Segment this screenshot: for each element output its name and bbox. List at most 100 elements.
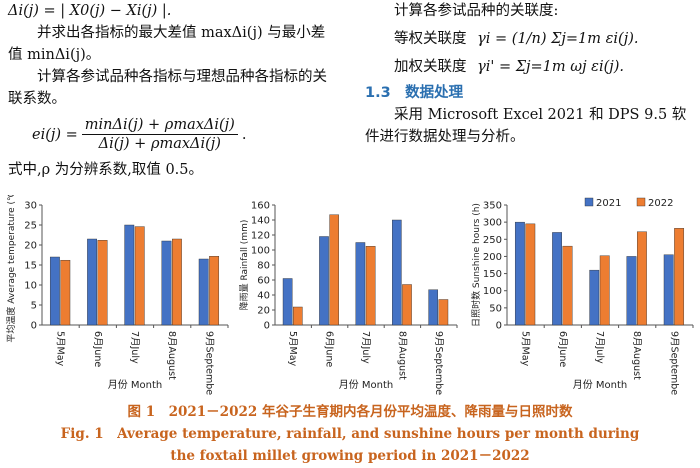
paragraph-rho: 式中,ρ 为分辨系数,取值 0.5。	[8, 162, 204, 178]
bar-2022	[134, 226, 145, 326]
paragraph-max-min: 并求出各指标的最大差值 maxΔi(j) 与最小差值 minΔi(j)。	[8, 25, 326, 63]
bar-2022	[97, 240, 108, 326]
equal-weight-equation: 等权关联度 γi = (1/n) Σj=1m εi(j).	[394, 28, 695, 50]
x-category-label: 7月July	[360, 331, 371, 364]
y-tick-label: 350	[483, 201, 502, 212]
y-tick-label: 120	[251, 231, 270, 242]
bar-2021	[663, 254, 674, 326]
x-axis-label: 月份 Month	[573, 379, 628, 391]
y-tick-label: 20	[257, 306, 270, 317]
formula-denominator: Δi(j) + ρmaxΔi(j)	[98, 136, 221, 152]
bar-2021	[198, 258, 209, 326]
bar-2021	[49, 256, 60, 326]
y-tick-label: 30	[24, 201, 37, 212]
x-category-label: 6月June	[92, 331, 103, 367]
y-tick-label: 140	[251, 216, 270, 227]
weighted-equation: 加权关联度 γi' = Σj=1m ωj εi(j).	[394, 56, 695, 78]
y-tick-label: 160	[251, 201, 270, 212]
figure-caption-en-1: Fig. 1 Average temperature, rainfall, an…	[60, 426, 640, 442]
y-tick-label: 5	[31, 301, 37, 312]
y-tick-label: 15	[24, 261, 37, 272]
bar-2022	[365, 246, 376, 326]
y-tick-label: 100	[251, 246, 270, 257]
y-axis-label: 平均温度 Average temperature (℃)	[5, 195, 17, 343]
eq2-formula: γi' = Σj=1m ωj εi(j).	[477, 59, 625, 75]
x-axis-label: 月份 Month	[108, 379, 163, 391]
paragraph-correlation-degree: 计算各参试品种的关联度:	[394, 3, 559, 19]
bar-2022	[636, 231, 647, 326]
bar-2021	[514, 221, 525, 326]
bar-2022	[438, 299, 449, 326]
paragraph-data-processing: 采用 Microsoft Excel 2021 和 DPS 9.5 软件进行数据…	[365, 107, 687, 145]
legend-label-2022: 2022	[648, 198, 673, 209]
figure-caption-cn: 图 1 2021－2022 年谷子生育期内各月份平均温度、降雨量与日照时数	[127, 404, 573, 420]
bar-2021	[87, 238, 98, 326]
legend-swatch-2022	[636, 197, 646, 207]
y-axis-label: 降雨量 Rainfall (mm)	[238, 220, 250, 311]
bar-2021	[319, 236, 329, 326]
bar-2021	[355, 242, 366, 326]
x-category-label: 5月May	[287, 331, 298, 367]
formula-period: .	[241, 126, 247, 143]
right-column: 计算各参试品种的关联度: 等权关联度 γi = (1/n) Σj=1m εi(j…	[365, 0, 695, 148]
bar-2022	[329, 214, 339, 326]
x-category-label: 7月July	[129, 331, 140, 364]
bar-2022	[171, 238, 182, 326]
eq1-label: 等权关联度	[394, 31, 467, 47]
bar-2021	[626, 256, 637, 326]
x-axis-label: 月份 Month	[339, 379, 394, 391]
correlation-coefficient-formula: ei(j) = minΔi(j) + ρmaxΔi(j) Δi(j) + ρma…	[32, 116, 338, 153]
y-tick-label: 50	[489, 303, 502, 314]
temperature-chart: 0 5 10 15 20 25 30 平均温度 Average temperature (℃)…	[5, 195, 229, 395]
x-category-label: 8月August	[166, 331, 177, 380]
delta-formula-line: Δi(j) = | X0(j) − Xi(j) |.	[8, 3, 172, 19]
y-tick-label: 250	[483, 235, 502, 246]
eq2-label: 加权关联度	[394, 59, 467, 75]
bar-2022	[599, 255, 610, 326]
bar-2022	[209, 256, 220, 326]
bar-2022	[562, 245, 573, 326]
formula-numerator: minΔi(j) + ρmaxΔi(j)	[81, 116, 238, 135]
bar-2021	[124, 224, 135, 326]
x-category-label: 6月June	[557, 331, 568, 367]
x-category-label: 6月June	[324, 331, 335, 367]
bar-2021	[589, 269, 600, 326]
y-tick-label: 100	[483, 286, 502, 297]
x-category-label: 9月September	[433, 331, 444, 395]
y-tick-label: 0	[31, 321, 37, 332]
bar-2022	[293, 306, 303, 326]
left-column: Δi(j) = | X0(j) − Xi(j) |. 并求出各指标的最大差值 m…	[8, 0, 338, 181]
x-category-label: 9月September	[203, 331, 214, 395]
formula-fraction: minΔi(j) + ρmaxΔi(j) Δi(j) + ρmaxΔi(j)	[81, 116, 238, 153]
formula-lhs: ei(j) =	[32, 126, 78, 143]
eq1-formula: γi = (1/n) Σj=1m εi(j).	[477, 31, 639, 47]
y-tick-label: 40	[257, 291, 270, 302]
x-category-label: 8月August	[631, 331, 642, 380]
bar-2021	[161, 240, 172, 326]
bar-2021	[552, 232, 563, 326]
y-tick-label: 60	[257, 276, 270, 287]
x-category-label: 7月July	[594, 331, 605, 364]
y-tick-label: 20	[24, 241, 37, 252]
figure-caption-en-2: the foxtail millet growing period in 202…	[170, 448, 530, 464]
bar-2021	[428, 289, 439, 326]
legend-label-2021: 2021	[596, 198, 621, 209]
legend-swatch-2021	[584, 197, 594, 207]
paragraph-correlation-coeff: 计算各参试品种各指标与理想品种各指标的关联系数。	[8, 69, 327, 107]
y-tick-label: 200	[483, 252, 502, 263]
x-category-label: 8月August	[396, 331, 407, 380]
y-axis-label: 日照时数 Sunshine hours (h)	[470, 203, 482, 327]
y-tick-label: 0	[264, 321, 270, 332]
y-tick-label: 10	[24, 281, 37, 292]
bar-2021	[282, 278, 293, 326]
y-tick-label: 80	[257, 261, 270, 272]
x-category-label: 5月May	[55, 331, 66, 367]
bar-2022	[402, 284, 412, 326]
y-tick-label: 0	[496, 321, 502, 332]
bar-2022	[674, 228, 685, 326]
bar-2022	[525, 223, 536, 326]
section-heading: 1.3 数据处理	[365, 85, 464, 101]
x-category-label: 9月September	[668, 331, 679, 395]
